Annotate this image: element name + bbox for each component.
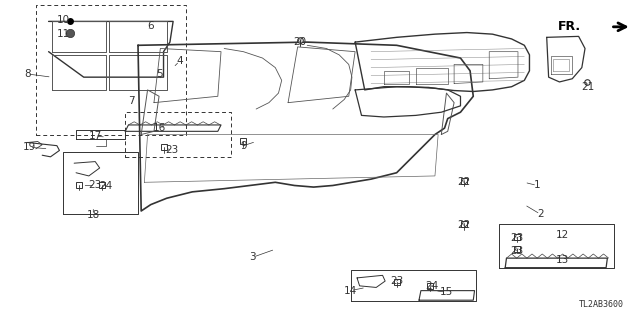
Text: 7: 7 (128, 96, 135, 106)
Text: 3: 3 (250, 252, 256, 262)
Text: 5: 5 (156, 69, 163, 79)
Text: TL2AB3600: TL2AB3600 (579, 300, 623, 309)
Text: 2: 2 (537, 209, 543, 219)
Text: 23: 23 (390, 276, 403, 286)
Text: 8: 8 (24, 69, 31, 79)
Text: 19: 19 (23, 142, 36, 152)
Text: 23: 23 (510, 246, 524, 256)
Text: 21: 21 (582, 82, 595, 92)
Text: 11: 11 (57, 29, 70, 39)
Text: 22: 22 (457, 177, 470, 187)
Text: 1: 1 (534, 180, 540, 190)
Text: 6: 6 (147, 21, 154, 31)
Text: 15: 15 (440, 287, 453, 297)
Text: 12: 12 (556, 230, 570, 240)
Text: 4: 4 (176, 56, 183, 66)
Text: 9: 9 (240, 141, 246, 151)
Text: 10: 10 (57, 15, 70, 25)
Text: 24: 24 (425, 282, 438, 292)
Text: 22: 22 (457, 220, 470, 230)
Text: 13: 13 (556, 255, 570, 265)
Text: 23: 23 (88, 180, 102, 190)
Text: 18: 18 (86, 210, 100, 220)
Text: 16: 16 (152, 123, 166, 133)
Text: 23: 23 (165, 146, 179, 156)
Text: 20: 20 (293, 37, 306, 47)
Text: FR.: FR. (557, 20, 580, 33)
Text: 23: 23 (510, 233, 524, 243)
Text: 17: 17 (88, 131, 102, 141)
Text: 14: 14 (344, 286, 357, 296)
Text: 24: 24 (99, 181, 113, 191)
